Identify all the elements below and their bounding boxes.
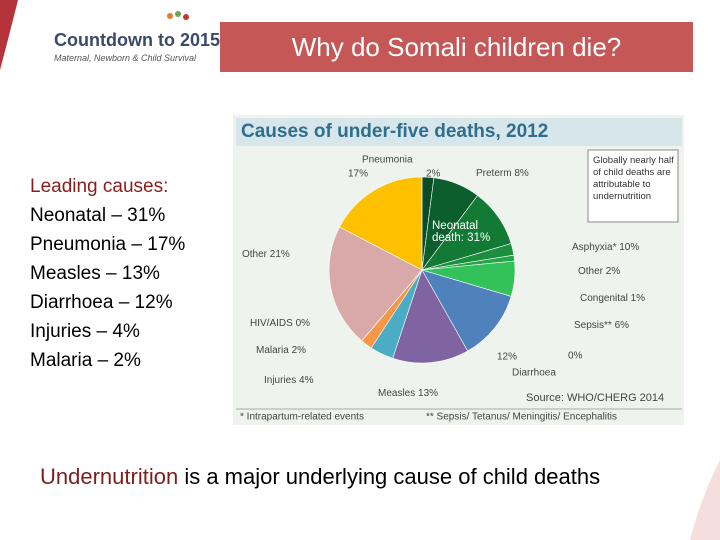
- category-label: HIV/AIDS: [250, 318, 293, 329]
- title-box: [220, 22, 693, 72]
- category-label: Other: [578, 266, 604, 277]
- slice-label: Asphyxia* 10%: [572, 242, 639, 253]
- slice-label: Congenital 1%: [580, 293, 645, 304]
- value-label: 2%: [606, 266, 621, 277]
- category-label: Congenital: [580, 293, 628, 304]
- pie-slice: [392, 269, 469, 364]
- category-label: Malaria: [256, 345, 289, 356]
- source: Source: WHO/CHERG 2014: [526, 392, 664, 404]
- footnote: * Intrapartum-related events: [240, 412, 364, 423]
- corner-decoration: [0, 0, 18, 70]
- category-label: Other: [242, 249, 268, 260]
- list-item: Diarrhoea – 12%: [30, 292, 173, 313]
- slice-label: Measles 13%: [378, 388, 438, 399]
- value-label: 1%: [631, 293, 646, 304]
- list-items: Neonatal – 31% Pneumonia – 17% Measles – 1…: [30, 201, 185, 375]
- value-label: 12%: [497, 352, 517, 363]
- slice-label: Sepsis** 6%: [574, 320, 629, 331]
- list-item: Injuries – 4%: [30, 321, 140, 342]
- logo-figure: [167, 13, 173, 19]
- pie-slice: [339, 176, 423, 271]
- category-label: Asphyxia*: [572, 242, 617, 253]
- list-item: Neonatal – 31%: [30, 205, 166, 226]
- value-label: 6%: [615, 320, 630, 331]
- category-label: Preterm: [476, 168, 512, 179]
- list-item: Malaria – 2%: [30, 350, 141, 371]
- slice-label: Other 21%: [242, 249, 290, 260]
- chart-title-bar: [236, 118, 682, 146]
- value-label: 0%: [296, 318, 311, 329]
- value-label: 13%: [418, 388, 438, 399]
- value-label: 4%: [299, 375, 314, 386]
- category-label: Diarrhoea: [512, 368, 556, 379]
- value-label: 2%: [426, 169, 441, 180]
- slice-label: Malaria 2%: [256, 345, 306, 356]
- chart-title: Causes of under-five deaths, 2012: [241, 121, 548, 142]
- note-box: [587, 149, 679, 223]
- slice-label: Preterm 8%: [476, 168, 529, 179]
- slice-label: Other 2%: [578, 266, 620, 277]
- category-label: Sepsis**: [574, 320, 612, 331]
- category-label: Measles: [378, 388, 415, 399]
- pie-slice: [328, 226, 423, 342]
- corner-decoration: [690, 460, 720, 540]
- value-label: 0%: [568, 351, 583, 362]
- neonatal-annotation: Neonatal death: 31%: [432, 220, 491, 244]
- category-label: Injuries: [264, 375, 296, 386]
- value-label: 2%: [292, 345, 307, 356]
- logo-title: Countdown to 2015: [54, 30, 220, 50]
- logo-subtitle: Maternal, Newborn & Child Survival: [54, 53, 197, 63]
- pie: 2% Preterm 8% Asphyxia* 10% Other 2% Congeni…: [242, 155, 645, 399]
- list-item: Pneumonia – 17%: [30, 234, 186, 255]
- logo-figure: [175, 11, 181, 17]
- list-item: Measles – 13%: [30, 263, 160, 284]
- value-label: 21%: [270, 249, 290, 260]
- leading-causes: Leading causes: Neonatal – 31% Pneumonia …: [30, 172, 185, 375]
- footer-rest: is a major underlying cause of child dea…: [184, 464, 601, 489]
- value-label: 10%: [619, 242, 639, 253]
- value-label: 17%: [348, 169, 368, 180]
- footer-highlight: Undernutrition: [40, 464, 179, 489]
- slice-label: Injuries 4%: [264, 375, 314, 386]
- note: Globally nearly half of child deaths are…: [593, 155, 674, 202]
- list-heading: Leading causes:: [30, 176, 169, 197]
- category-label: Pneumonia: [362, 155, 413, 166]
- slide-title: Why do Somali children die?: [291, 32, 622, 62]
- footer-text: Undernutrition is a major underlying cau…: [40, 460, 660, 494]
- pie-slice: [421, 269, 512, 352]
- logo-figure: [183, 14, 189, 20]
- footnote: ** Sepsis/ Tetanus/ Meningitis/ Encephal…: [426, 412, 617, 423]
- slice-label: HIV/AIDS 0%: [250, 318, 310, 329]
- value-label: 8%: [514, 168, 529, 179]
